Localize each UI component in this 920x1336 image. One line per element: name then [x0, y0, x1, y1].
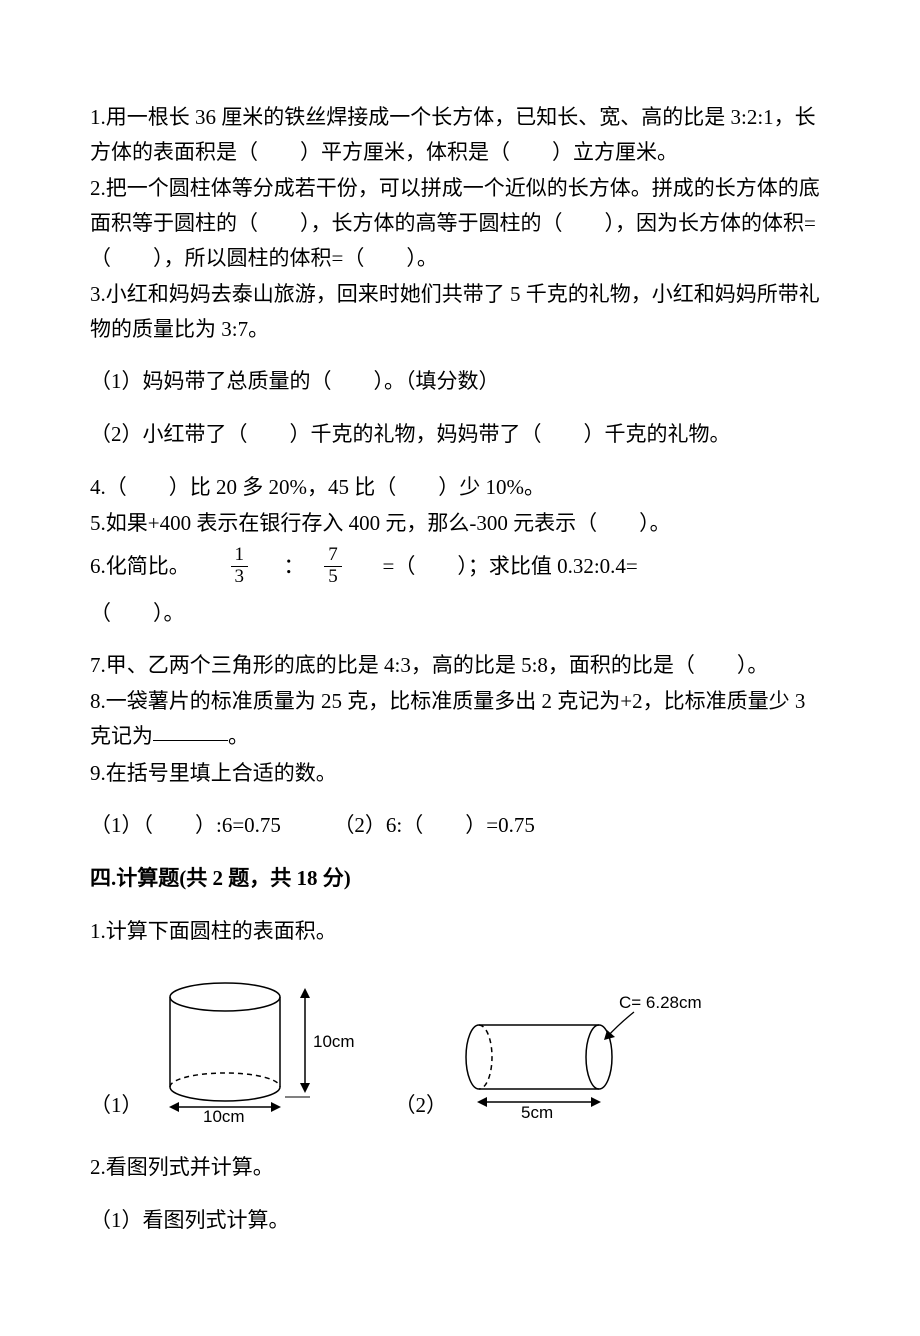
figure-1-block: （1） 10cm 10cm: [90, 972, 365, 1122]
question-4: 4.（ ）比 20 多 20%，45 比（ ）少 10%。: [90, 470, 830, 505]
calc-question-2-1: （1）看图列式计算。: [90, 1203, 830, 1238]
question-5: 5.如果+400 表示在银行存入 400 元，那么-300 元表示（ ）。: [90, 506, 830, 541]
question-1: 1.用一根长 36 厘米的铁丝焊接成一个长方体，已知长、宽、高的比是 3:2:1…: [90, 100, 830, 169]
q8-suffix: 。: [228, 724, 249, 748]
question-9-1: （1）（ ）:6=0.75: [90, 813, 281, 837]
calc-question-1: 1.计算下面圆柱的表面积。: [90, 914, 830, 949]
q6-prefix: 6.化简比。: [90, 554, 190, 578]
cylinder-figure-2: C= 6.28cm 5cm: [459, 992, 719, 1122]
q6-mid: =（ ）；求比值 0.32:0.4=: [383, 554, 638, 578]
section-4-header: 四.计算题(共 2 题，共 18 分): [90, 861, 830, 896]
question-8: 8.一袋薯片的标准质量为 25 克，比标准质量多出 2 克记为+2，比标准质量少…: [90, 684, 830, 753]
q6-frac2-num: 7: [324, 545, 342, 567]
question-3-1: （1）妈妈带了总质量的（ ）。（填分数）: [90, 364, 830, 399]
figure-1-label: （1）: [90, 1088, 143, 1123]
cylinder-figure-1: 10cm 10cm: [155, 972, 365, 1122]
question-3-2: （2）小红带了（ ）千克的礼物，妈妈带了（ ）千克的礼物。: [90, 417, 830, 452]
q6-frac1-num: 1: [231, 545, 249, 567]
figures-row: （1） 10cm 10cm （2） C= 6.28cm: [90, 972, 830, 1122]
q6-colon: ：: [284, 554, 305, 578]
calc-question-2: 2.看图列式并计算。: [90, 1150, 830, 1185]
q6-end: （ ）。: [90, 601, 185, 625]
question-9-2: （2）6:（ ）=0.75: [333, 813, 534, 837]
q6-frac2-den: 5: [324, 567, 342, 588]
question-9-intro: 9.在括号里填上合适的数。: [90, 756, 830, 791]
svg-text:10cm: 10cm: [203, 1107, 245, 1122]
question-2: 2.把一个圆柱体等分成若干份，可以拼成一个近似的长方体。拼成的长方体的底面积等于…: [90, 171, 830, 275]
question-6: 6.化简比。 1 3 ： 7 5 =（ ）；求比值 0.32:0.4= （ ）。: [90, 543, 830, 636]
question-7: 7.甲、乙两个三角形的底的比是 4:3，高的比是 5:8，面积的比是（ ）。: [90, 648, 830, 683]
q6-fraction-2: 7 5: [324, 545, 342, 588]
svg-text:C= 6.28cm: C= 6.28cm: [619, 993, 702, 1012]
q6-fraction-1: 1 3: [231, 545, 249, 588]
question-9-row: （1）（ ）:6=0.75 （2）6:（ ）=0.75: [90, 808, 830, 843]
svg-text:10cm: 10cm: [313, 1032, 355, 1051]
figure-2-label: （2）: [395, 1088, 448, 1123]
svg-text:5cm: 5cm: [521, 1103, 553, 1122]
q6-frac1-den: 3: [231, 567, 249, 588]
figure-2-block: （2） C= 6.28cm 5cm: [395, 992, 720, 1122]
question-3-intro: 3.小红和妈妈去泰山旅游，回来时她们共带了 5 千克的礼物，小红和妈妈所带礼物的…: [90, 277, 830, 346]
q8-blank: [153, 740, 228, 741]
